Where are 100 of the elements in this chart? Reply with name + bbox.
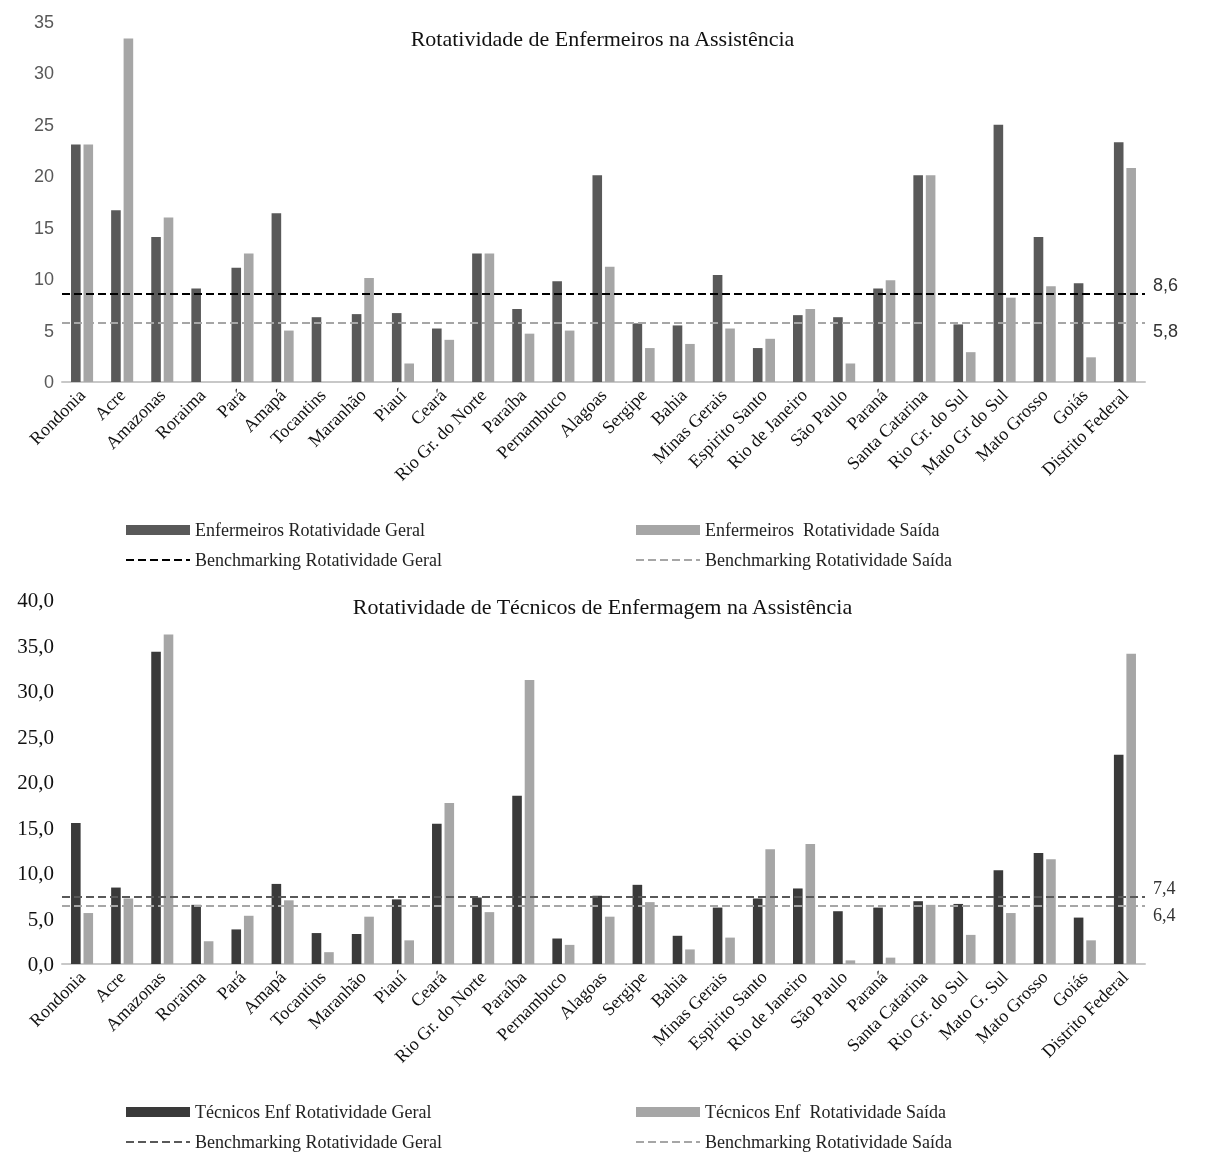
bar	[685, 949, 695, 964]
bar	[592, 895, 603, 964]
bar	[391, 313, 402, 382]
bar	[712, 275, 723, 382]
text: 5,8	[1153, 321, 1179, 342]
bar	[484, 912, 495, 964]
bar	[111, 210, 121, 382]
bar	[391, 899, 402, 964]
y-tick-label: 35	[33, 12, 54, 32]
y-tick-label: 20,0	[17, 770, 54, 794]
bar	[1086, 940, 1096, 964]
y-tick-label: 0,0	[27, 952, 54, 976]
bar	[913, 175, 923, 382]
bar	[83, 913, 94, 964]
bar	[672, 325, 683, 382]
bar	[231, 929, 242, 964]
bar	[965, 934, 976, 964]
bar	[685, 343, 695, 382]
bar	[604, 916, 615, 964]
bar	[404, 940, 414, 964]
bar	[1033, 236, 1044, 382]
bar	[432, 823, 442, 964]
legend-label: Benchmarking Rotatividade Saída	[705, 1132, 952, 1152]
legend-label: Benchmarking Rotatividade Geral	[195, 550, 442, 570]
bar	[672, 935, 683, 964]
bar	[151, 236, 161, 382]
bar	[592, 175, 603, 382]
bar	[351, 314, 362, 382]
bar	[725, 937, 735, 964]
bar	[284, 330, 294, 382]
bar	[512, 308, 522, 382]
y-tick-label: 5,0	[27, 906, 54, 931]
bar	[1073, 917, 1084, 964]
bar	[512, 795, 522, 964]
bar	[472, 253, 482, 382]
bar	[793, 888, 803, 964]
bar	[632, 884, 643, 964]
bar	[1073, 283, 1084, 382]
bar	[645, 348, 655, 382]
bar	[873, 907, 883, 964]
y-tick-label: 35,0	[17, 633, 54, 658]
bar	[243, 915, 254, 964]
bar	[833, 911, 843, 964]
bar	[1086, 357, 1096, 382]
bar	[1006, 913, 1016, 964]
bar	[793, 315, 803, 382]
bar	[524, 333, 535, 382]
y-tick-label: 15	[33, 217, 54, 238]
bar	[191, 288, 201, 382]
bar	[552, 938, 562, 964]
bar	[311, 933, 322, 964]
chart-title: Rotatividade de Enfermeiros na Assistência	[410, 25, 795, 51]
y-tick-label: 30	[33, 63, 54, 84]
legend-label: Benchmarking Rotatividade Geral	[195, 1132, 442, 1152]
bar	[752, 898, 763, 964]
text: 6,4	[1153, 904, 1176, 925]
y-tick-label: 0	[43, 372, 54, 392]
legend-label: Técnicos Enf Rotatividade Saída	[705, 1102, 946, 1122]
bar	[845, 363, 856, 382]
bar	[965, 352, 976, 382]
y-tick-label: 10	[33, 269, 54, 290]
y-tick-label: 5	[43, 320, 54, 341]
bar	[845, 960, 856, 964]
bar	[151, 651, 161, 964]
bar	[564, 944, 575, 964]
bar	[993, 124, 1004, 382]
bar	[351, 933, 362, 964]
bar	[191, 904, 201, 964]
legend-label: Técnicos Enf Rotatividade Geral	[195, 1102, 432, 1122]
y-tick-label: 10,0	[17, 861, 54, 885]
bar	[271, 213, 282, 382]
y-tick-label: 30,0	[17, 679, 54, 703]
text: 7,4	[1153, 877, 1176, 898]
bar	[444, 339, 455, 382]
y-tick-label: 25	[33, 114, 54, 135]
legend-label: Enfermeiros Rotatividade Geral	[195, 520, 425, 540]
y-tick-label: 40,0	[17, 588, 54, 612]
bar	[71, 144, 81, 382]
bar	[1033, 852, 1044, 964]
bar	[271, 883, 282, 964]
bar	[111, 887, 121, 964]
bar	[404, 363, 414, 382]
y-tick-label: 25,0	[17, 724, 54, 749]
bar	[1113, 142, 1124, 382]
bar	[1113, 754, 1124, 964]
bar	[324, 952, 334, 964]
bar	[765, 338, 775, 382]
bar	[953, 324, 964, 382]
bar	[712, 907, 723, 964]
legend-label: Benchmarking Rotatividade Saída	[705, 550, 952, 570]
bar	[564, 330, 575, 382]
bar	[993, 870, 1004, 964]
y-tick-label: 15,0	[17, 815, 54, 840]
bar	[953, 903, 964, 964]
bar	[552, 281, 562, 382]
text: 8,6	[1153, 274, 1179, 295]
y-tick-label: 20	[33, 166, 54, 187]
bar	[203, 941, 214, 964]
bar	[752, 348, 763, 382]
chart-title: Rotatividade de Técnicos de Enfermagem na Assistência	[352, 593, 853, 619]
